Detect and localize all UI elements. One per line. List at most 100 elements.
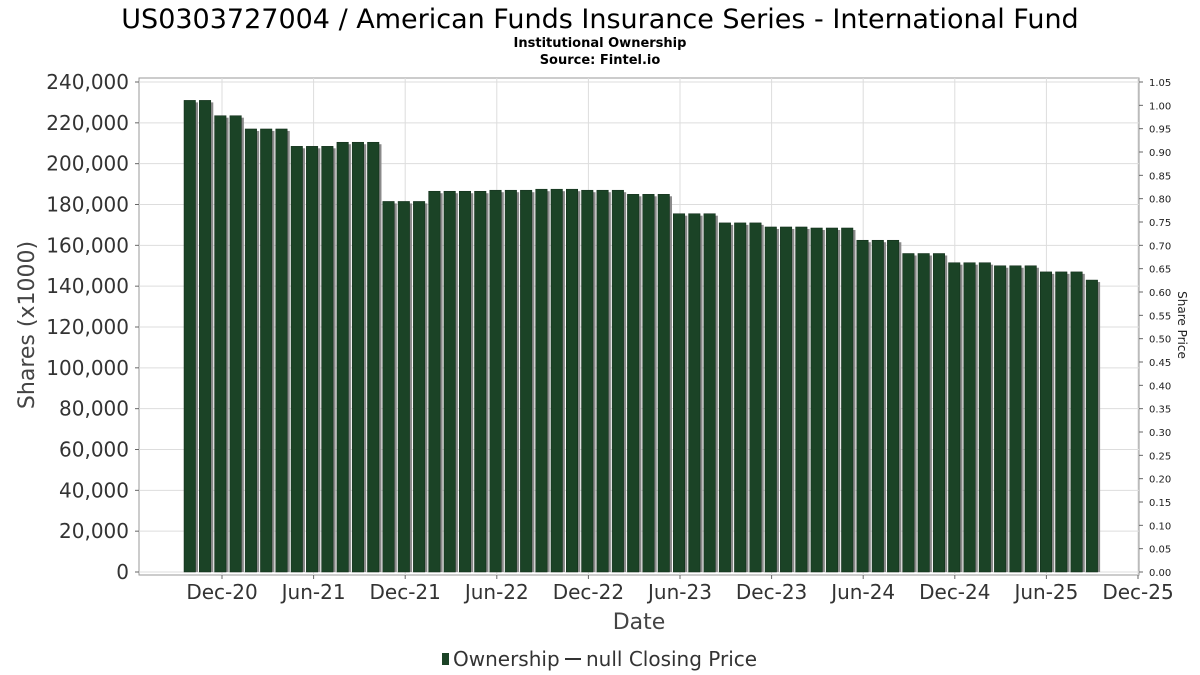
y2-tick-label: 1.05	[1149, 78, 1171, 89]
ownership-bar	[351, 141, 364, 573]
ownership-bar	[581, 189, 594, 573]
chart-subtitle-1: Institutional Ownership	[514, 36, 687, 51]
x-tick-label: Jun-21	[280, 580, 346, 604]
ownership-bar	[978, 262, 991, 573]
y-tick-label: 200,000	[46, 152, 129, 176]
ownership-bar	[932, 253, 945, 573]
ownership-bar	[367, 141, 380, 573]
ownership-bar	[306, 146, 319, 573]
ownership-bar	[520, 189, 533, 573]
legend-ownership-label: Ownership	[453, 647, 560, 671]
ownership-bar	[841, 227, 854, 573]
ownership-bar	[856, 239, 869, 573]
ownership-bar	[902, 253, 915, 573]
y2-tick-label: 0.35	[1149, 405, 1171, 416]
y2-tick-label: 0.45	[1149, 358, 1171, 369]
y2-tick-label: 0.40	[1149, 381, 1171, 392]
y-tick-label: 100,000	[46, 356, 129, 380]
y2-tick-label: 0.65	[1149, 265, 1171, 276]
y2-axis: 0.00 0.05 0.10 0.15 0.20 0.25 0.30 0.35 0.40 0.45…	[1139, 78, 1171, 579]
ownership-bar	[550, 188, 563, 573]
y2-tick-label: 0.20	[1149, 475, 1171, 486]
ownership-bar	[673, 213, 686, 573]
ownership-bar	[642, 194, 655, 573]
ownership-bar	[214, 115, 227, 573]
legend-price-label: null Closing Price	[586, 647, 757, 671]
y-tick-label: 120,000	[46, 315, 129, 339]
ownership-bar	[428, 190, 441, 573]
y2-tick-label: 0.05	[1149, 545, 1171, 556]
ownership-bar	[229, 115, 242, 573]
y-axis-title: Shares (x1000)	[15, 241, 40, 409]
legend-ownership-swatch	[442, 653, 449, 665]
y-tick-label: 140,000	[46, 274, 129, 298]
y-tick-label: 60,000	[59, 438, 129, 462]
ownership-bar	[1009, 265, 1022, 573]
ownership-bar	[244, 128, 257, 573]
y2-tick-label: 0.85	[1149, 171, 1171, 182]
ownership-bar	[443, 190, 456, 573]
y-tick-label: 240,000	[46, 70, 129, 94]
ownership-bar	[596, 189, 609, 573]
ownership-bar	[734, 222, 747, 573]
ownership-bar	[1039, 271, 1052, 573]
chart-subtitle-2: Source: Fintel.io	[540, 53, 661, 68]
ownership-bar	[1055, 271, 1068, 573]
ownership-bar	[871, 239, 884, 573]
y2-tick-label: 0.10	[1149, 521, 1171, 532]
y2-tick-label: 0.30	[1149, 428, 1171, 439]
chart-title: US0303727004 / American Funds Insurance …	[121, 4, 1078, 35]
ownership-bar	[780, 226, 793, 573]
x-tick-label: Jun-24	[829, 580, 895, 604]
y-tick-label: 40,000	[59, 478, 129, 502]
y-tick-label: 160,000	[46, 233, 129, 257]
ownership-bar	[413, 201, 426, 573]
legend: Ownership null Closing Price	[442, 647, 757, 671]
x-tick-label: Jun-25	[1012, 580, 1078, 604]
y-axis: 0 20,000 40,000 60,000 80,000 100,000 120,000 1…	[46, 70, 139, 584]
ownership-bar	[1070, 271, 1083, 573]
x-tick-label: Dec-23	[736, 580, 807, 604]
y2-tick-label: 0.60	[1149, 288, 1171, 299]
ownership-bar	[749, 222, 762, 573]
y2-tick-label: 0.90	[1149, 148, 1171, 159]
ownership-bar	[504, 189, 517, 573]
ownership-bar	[718, 222, 731, 573]
ownership-bar	[994, 265, 1007, 573]
ownership-bar	[474, 190, 487, 573]
ownership-bar	[703, 213, 716, 573]
y-tick-label: 180,000	[46, 193, 129, 217]
ownership-bar	[382, 201, 395, 573]
x-tick-label: Jun-22	[463, 580, 529, 604]
y2-tick-label: 0.75	[1149, 218, 1171, 229]
ownership-bar	[963, 262, 976, 573]
ownership-bar	[489, 189, 502, 573]
ownership-bar	[1085, 279, 1098, 573]
x-axis-title: Date	[613, 610, 666, 635]
ownership-bar	[688, 213, 701, 573]
y-tick-label: 0	[116, 560, 129, 584]
ownership-bar	[948, 262, 961, 573]
ownership-bar	[397, 201, 410, 573]
y2-tick-label: 1.00	[1149, 101, 1171, 112]
ownership-bar	[917, 253, 930, 573]
x-tick-label: Dec-25	[1102, 580, 1173, 604]
y2-tick-label: 0.95	[1149, 125, 1171, 136]
ownership-bar	[887, 239, 900, 573]
ownership-bar	[810, 227, 823, 573]
x-tick-label: Dec-21	[370, 580, 441, 604]
ownership-bar	[321, 146, 334, 573]
y2-tick-label: 0.15	[1149, 498, 1171, 509]
ownership-bar	[627, 194, 640, 573]
ownership-bar	[1024, 265, 1037, 573]
ownership-bar	[825, 227, 838, 573]
ownership-bar	[275, 128, 288, 573]
ownership-bar	[657, 194, 670, 573]
ownership-bar	[611, 189, 624, 573]
ownership-bar	[199, 100, 212, 573]
x-tick-label: Dec-20	[186, 580, 257, 604]
ownership-bar	[260, 128, 273, 573]
y2-axis-title: Share Price	[1175, 291, 1189, 359]
